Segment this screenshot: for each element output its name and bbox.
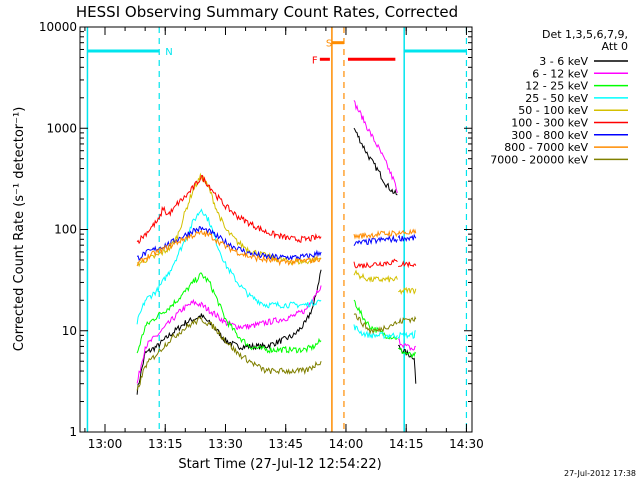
series-line-7	[353, 229, 398, 240]
x-tick-label: 13:45	[268, 437, 303, 451]
x-tick-label: 13:15	[148, 437, 183, 451]
legend-label: 50 - 100 keV	[518, 104, 588, 117]
series-line-3	[136, 208, 322, 325]
marker-label-f: F	[312, 55, 318, 66]
series-line-3	[397, 330, 416, 340]
axis-layer: 13:00 13:15 13:30 13:45 14:00 14:15 14:30 1 10 10…	[39, 20, 484, 451]
series-line-7	[136, 229, 322, 267]
series-line-8	[353, 313, 398, 335]
y-tick-label: 1000	[46, 121, 77, 135]
y-tick-label: 1	[69, 425, 77, 439]
legend-header-att: Att 0	[602, 40, 628, 53]
series-line-5	[136, 174, 322, 245]
series-line-3	[353, 324, 398, 340]
x-axis-label: Start Time (27-Jul-12 12:54:22)	[178, 457, 381, 472]
series-line-5	[353, 258, 398, 269]
series-layer	[136, 100, 417, 395]
x-tick-label: 13:30	[208, 437, 243, 451]
chart-title: HESSI Observing Summary Count Rates, Cor…	[76, 3, 458, 21]
series-line-6	[136, 225, 322, 262]
series-line-1	[136, 285, 322, 384]
x-tick-label: 13:00	[88, 437, 123, 451]
legend-label: 7000 - 20000 keV	[490, 153, 588, 166]
overlay-layer: N SF	[86, 27, 468, 432]
marker-label-n: N	[165, 47, 172, 58]
marker-label-s: S	[326, 39, 332, 50]
x-tick-label: 14:30	[449, 437, 484, 451]
series-line-1	[353, 100, 398, 194]
series-line-2	[398, 347, 417, 358]
series-line-8	[136, 317, 322, 391]
series-line-5	[398, 260, 417, 269]
series-line-0	[136, 269, 322, 395]
series-line-7	[397, 228, 417, 235]
y-tick-label: 10000	[39, 20, 77, 34]
series-line-2	[136, 272, 322, 354]
y-tick-label: 10	[62, 324, 77, 338]
legend-label: 3 - 6 keV	[539, 55, 588, 68]
series-line-6	[353, 234, 398, 246]
series-line-4	[136, 172, 322, 268]
legend-label: 6 - 12 keV	[532, 67, 588, 80]
legend-label: 300 - 800 keV	[511, 129, 588, 142]
legend-label: 100 - 300 keV	[511, 117, 588, 130]
y-tick-label: 100	[54, 223, 77, 237]
legend-header: Det 1,3,5,6,7,9,	[542, 28, 628, 41]
series-line-8	[398, 315, 417, 324]
x-tick-label: 14:00	[329, 437, 364, 451]
series-line-4	[398, 286, 417, 295]
series-line-4	[353, 269, 398, 283]
x-tick-label: 14:15	[389, 437, 424, 451]
legend-label: 800 - 7000 keV	[504, 141, 588, 154]
footer-date: 27-Jul-2012 17:38	[564, 469, 636, 478]
series-line-1	[397, 338, 416, 352]
series-line-6	[397, 233, 417, 242]
legend-label: 25 - 50 keV	[525, 92, 588, 105]
y-axis-label: Corrected Count Rate (s⁻¹ detector⁻¹)	[12, 107, 27, 352]
series-line-0	[398, 344, 417, 384]
legend-label: 12 - 25 keV	[525, 80, 588, 93]
series-line-0	[353, 127, 398, 196]
